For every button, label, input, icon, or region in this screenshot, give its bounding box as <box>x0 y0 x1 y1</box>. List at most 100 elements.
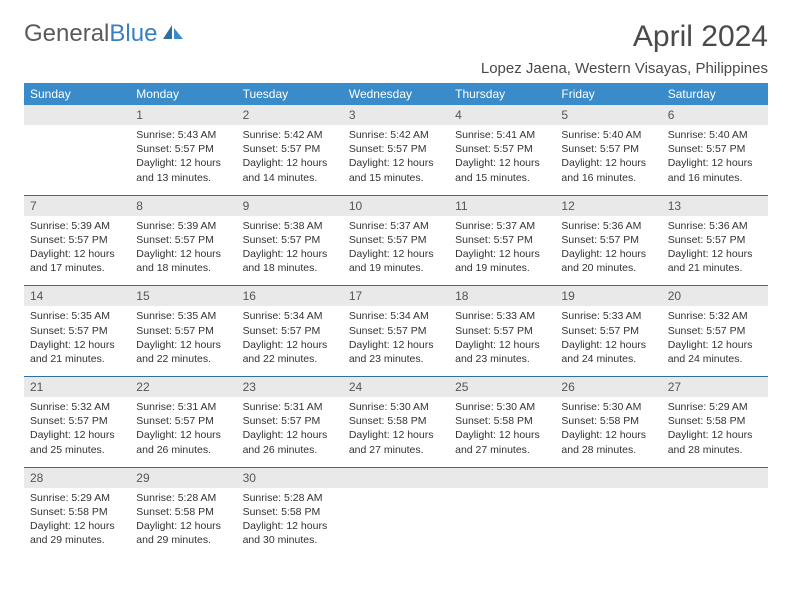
day-number: 15 <box>130 286 236 306</box>
day-detail: Sunrise: 5:32 AMSunset: 5:57 PMDaylight:… <box>662 306 768 376</box>
day-header: Thursday <box>449 83 555 105</box>
day-number <box>555 468 661 488</box>
sunset-line: Sunset: 5:57 PM <box>349 324 443 338</box>
sunrise-line: Sunrise: 5:32 AM <box>30 400 124 414</box>
sunset-line: Sunset: 5:57 PM <box>561 324 655 338</box>
day-detail: Sunrise: 5:35 AMSunset: 5:57 PMDaylight:… <box>130 306 236 376</box>
daylight-line: Daylight: 12 hours and 18 minutes. <box>243 247 337 275</box>
day-detail <box>555 488 661 558</box>
daylight-line: Daylight: 12 hours and 15 minutes. <box>349 156 443 184</box>
day-number: 30 <box>237 468 343 488</box>
day-number: 21 <box>24 377 130 397</box>
daylight-line: Daylight: 12 hours and 28 minutes. <box>561 428 655 456</box>
sunset-line: Sunset: 5:58 PM <box>455 414 549 428</box>
daylight-line: Daylight: 12 hours and 16 minutes. <box>561 156 655 184</box>
sunset-line: Sunset: 5:57 PM <box>243 414 337 428</box>
sunrise-line: Sunrise: 5:33 AM <box>455 309 549 323</box>
day-number: 14 <box>24 286 130 306</box>
sunset-line: Sunset: 5:57 PM <box>136 142 230 156</box>
day-detail: Sunrise: 5:34 AMSunset: 5:57 PMDaylight:… <box>343 306 449 376</box>
day-header: Friday <box>555 83 661 105</box>
daylight-line: Daylight: 12 hours and 27 minutes. <box>455 428 549 456</box>
daylight-line: Daylight: 12 hours and 24 minutes. <box>668 338 762 366</box>
day-number: 2 <box>237 105 343 125</box>
day-detail: Sunrise: 5:29 AMSunset: 5:58 PMDaylight:… <box>24 488 130 558</box>
sunset-line: Sunset: 5:57 PM <box>30 324 124 338</box>
sunrise-line: Sunrise: 5:33 AM <box>561 309 655 323</box>
daylight-line: Daylight: 12 hours and 14 minutes. <box>243 156 337 184</box>
day-number: 20 <box>662 286 768 306</box>
calendar-table: SundayMondayTuesdayWednesdayThursdayFrid… <box>24 83 768 557</box>
sunset-line: Sunset: 5:57 PM <box>561 233 655 247</box>
daylight-line: Daylight: 12 hours and 20 minutes. <box>561 247 655 275</box>
daylight-line: Daylight: 12 hours and 30 minutes. <box>243 519 337 547</box>
day-header: Monday <box>130 83 236 105</box>
day-number: 29 <box>130 468 236 488</box>
day-number-row: 282930 <box>24 468 768 488</box>
sunrise-line: Sunrise: 5:34 AM <box>243 309 337 323</box>
daylight-line: Daylight: 12 hours and 22 minutes. <box>136 338 230 366</box>
sunset-line: Sunset: 5:58 PM <box>30 505 124 519</box>
day-detail: Sunrise: 5:30 AMSunset: 5:58 PMDaylight:… <box>449 397 555 467</box>
day-number: 25 <box>449 377 555 397</box>
daylight-line: Daylight: 12 hours and 26 minutes. <box>136 428 230 456</box>
daylight-line: Daylight: 12 hours and 18 minutes. <box>136 247 230 275</box>
daylight-line: Daylight: 12 hours and 21 minutes. <box>30 338 124 366</box>
sunset-line: Sunset: 5:57 PM <box>349 142 443 156</box>
title-block: April 2024 Lopez Jaena, Western Visayas,… <box>481 20 768 77</box>
sunset-line: Sunset: 5:57 PM <box>136 233 230 247</box>
day-detail: Sunrise: 5:30 AMSunset: 5:58 PMDaylight:… <box>343 397 449 467</box>
day-detail: Sunrise: 5:34 AMSunset: 5:57 PMDaylight:… <box>237 306 343 376</box>
sunset-line: Sunset: 5:57 PM <box>455 233 549 247</box>
day-number: 17 <box>343 286 449 306</box>
sunset-line: Sunset: 5:58 PM <box>136 505 230 519</box>
day-number <box>24 105 130 125</box>
sunrise-line: Sunrise: 5:38 AM <box>243 219 337 233</box>
day-detail: Sunrise: 5:31 AMSunset: 5:57 PMDaylight:… <box>237 397 343 467</box>
sunrise-line: Sunrise: 5:41 AM <box>455 128 549 142</box>
day-detail: Sunrise: 5:36 AMSunset: 5:57 PMDaylight:… <box>662 216 768 286</box>
day-number: 23 <box>237 377 343 397</box>
day-detail: Sunrise: 5:33 AMSunset: 5:57 PMDaylight:… <box>555 306 661 376</box>
day-header: Sunday <box>24 83 130 105</box>
day-number: 12 <box>555 196 661 216</box>
sunrise-line: Sunrise: 5:29 AM <box>30 491 124 505</box>
sunrise-line: Sunrise: 5:43 AM <box>136 128 230 142</box>
day-number: 18 <box>449 286 555 306</box>
day-detail: Sunrise: 5:37 AMSunset: 5:57 PMDaylight:… <box>449 216 555 286</box>
month-title: April 2024 <box>481 20 768 54</box>
day-number: 16 <box>237 286 343 306</box>
day-number <box>343 468 449 488</box>
day-detail: Sunrise: 5:32 AMSunset: 5:57 PMDaylight:… <box>24 397 130 467</box>
daylight-line: Daylight: 12 hours and 23 minutes. <box>455 338 549 366</box>
day-detail: Sunrise: 5:35 AMSunset: 5:57 PMDaylight:… <box>24 306 130 376</box>
sunrise-line: Sunrise: 5:29 AM <box>668 400 762 414</box>
day-number: 24 <box>343 377 449 397</box>
header: GeneralBlue April 2024 Lopez Jaena, West… <box>24 20 768 77</box>
day-header: Wednesday <box>343 83 449 105</box>
sunrise-line: Sunrise: 5:34 AM <box>349 309 443 323</box>
day-detail: Sunrise: 5:38 AMSunset: 5:57 PMDaylight:… <box>237 216 343 286</box>
day-number: 3 <box>343 105 449 125</box>
day-number: 7 <box>24 196 130 216</box>
day-number: 27 <box>662 377 768 397</box>
day-detail: Sunrise: 5:39 AMSunset: 5:57 PMDaylight:… <box>130 216 236 286</box>
day-number: 5 <box>555 105 661 125</box>
day-number-row: 21222324252627 <box>24 377 768 397</box>
daylight-line: Daylight: 12 hours and 25 minutes. <box>30 428 124 456</box>
day-detail <box>24 125 130 195</box>
sunrise-line: Sunrise: 5:36 AM <box>668 219 762 233</box>
sunset-line: Sunset: 5:57 PM <box>668 324 762 338</box>
brand-part1: General <box>24 20 109 48</box>
daylight-line: Daylight: 12 hours and 28 minutes. <box>668 428 762 456</box>
day-number: 13 <box>662 196 768 216</box>
sunset-line: Sunset: 5:58 PM <box>243 505 337 519</box>
sunset-line: Sunset: 5:57 PM <box>243 142 337 156</box>
day-detail: Sunrise: 5:30 AMSunset: 5:58 PMDaylight:… <box>555 397 661 467</box>
sunrise-line: Sunrise: 5:30 AM <box>455 400 549 414</box>
sunrise-line: Sunrise: 5:40 AM <box>561 128 655 142</box>
day-detail-row: Sunrise: 5:39 AMSunset: 5:57 PMDaylight:… <box>24 216 768 286</box>
day-number: 26 <box>555 377 661 397</box>
sunset-line: Sunset: 5:58 PM <box>349 414 443 428</box>
sunset-line: Sunset: 5:57 PM <box>455 324 549 338</box>
